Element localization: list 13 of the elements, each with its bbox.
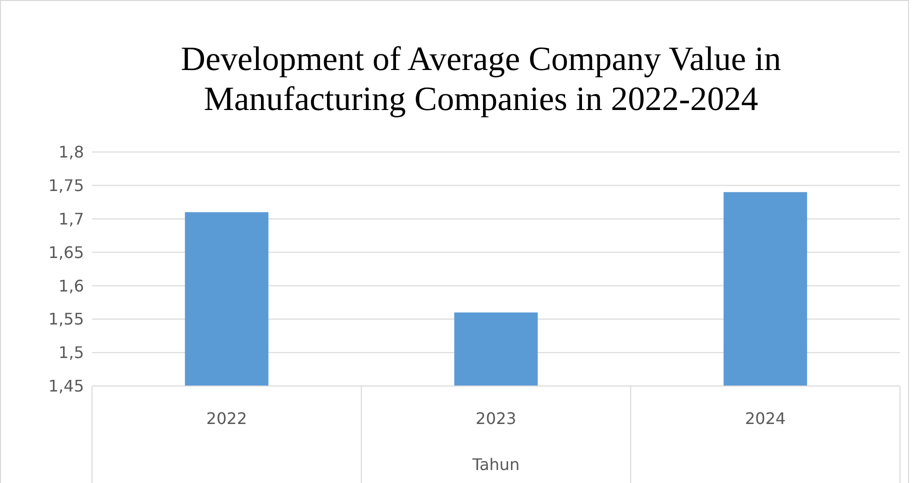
y-tick-label: 1,45 [48, 376, 84, 396]
y-tick-label: 1,65 [48, 242, 84, 262]
y-tick-label: 1,8 [58, 142, 84, 162]
x-tick-label: 2022 [206, 409, 248, 428]
y-tick-label: 1,55 [48, 310, 84, 329]
x-tick-label: 2023 [476, 409, 516, 428]
y-tick-label: 1,5 [58, 343, 84, 362]
y-tick-label: 1,6 [58, 276, 84, 296]
chart-title: Development of Average Company Value in Manufacturing Companies in 2022-2024 [180, 41, 782, 118]
x-tick-label: 2024 [744, 409, 786, 428]
x-axis-title: Tahun [471, 455, 520, 474]
y-tick-label: 1,7 [58, 209, 84, 228]
y-tick-label: 1,75 [48, 176, 84, 196]
